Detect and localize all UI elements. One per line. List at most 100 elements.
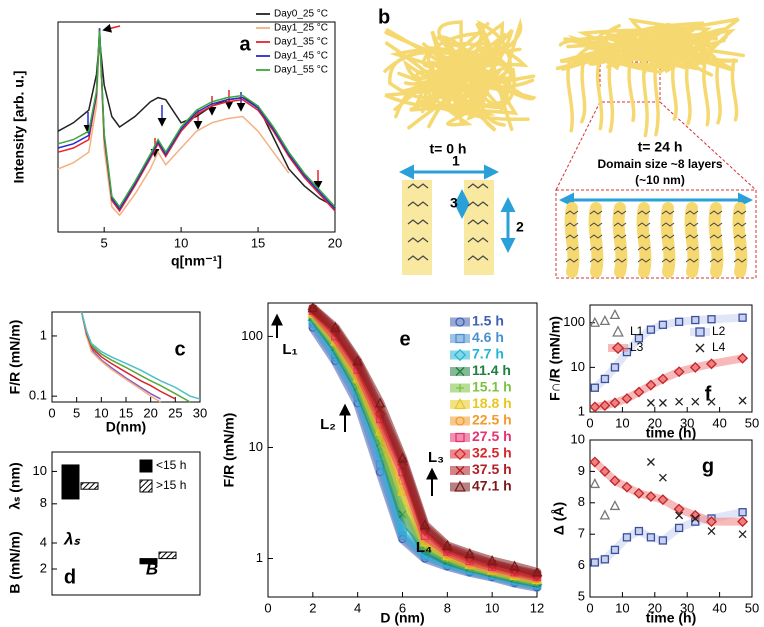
polymer [607,58,615,133]
marker [600,555,610,564]
y-tick-label: 10 [33,463,47,478]
molecule [467,255,489,261]
legend-label: Day1_55 °C [274,65,328,76]
y-axis-label: F/R (mN/m) [221,413,237,488]
y-tick-label: 100 [563,314,585,329]
x-tick-label: 0 [586,600,593,615]
marker [673,366,685,378]
marker [691,397,700,406]
marker [600,374,610,384]
arrow [102,23,121,33]
x-tick-label: 2 [309,600,316,615]
arrow-label: 1 [452,153,460,169]
marker [329,321,341,332]
marker [531,566,543,577]
box [61,464,80,500]
x-tick-label: 6 [399,600,406,615]
molecule [661,234,675,239]
y-tick-label: 10 [571,431,585,446]
molecule [709,234,723,239]
layer [588,202,604,278]
marker [455,432,465,443]
panel-label: d [64,566,76,588]
polymer [561,26,712,71]
molecule [733,258,747,263]
marker [738,530,747,539]
marker [307,302,319,313]
panel-label: b [378,6,390,28]
marker [658,473,667,482]
molecule [685,234,699,239]
marker [455,367,465,376]
molecule [589,222,603,227]
marker [590,383,600,392]
layer [660,202,676,278]
legend-label: L1 [630,324,644,338]
marker [609,397,621,409]
diagram-b: b t= 0 h t= 24 h Domain size ~8 layers (… [378,6,757,279]
y-tick-label: 4 [40,534,47,549]
polymer [702,58,710,127]
molecule [613,234,627,239]
polymer [670,58,678,121]
plot-frame [57,21,336,233]
marker [610,545,620,555]
y-tick-label: 7 [578,526,585,541]
series-line [80,311,201,400]
marker [658,320,668,329]
series-line [57,30,336,209]
polymer [627,58,636,123]
y-tick-label: 10 [249,439,263,454]
marker [453,348,467,362]
molecule [565,234,579,239]
marker [397,524,408,536]
marker [689,361,701,373]
marker [454,480,466,492]
molecule [733,210,747,215]
marker [673,503,685,515]
plot-frame [589,439,753,598]
marker [634,334,644,343]
marker [589,478,601,489]
arrow-label: 3 [450,195,458,211]
marker [689,509,701,521]
panel-label: g [702,455,714,477]
y-axis-label: Δ (Å) [551,502,567,535]
polymer [715,58,722,125]
series-line [80,311,161,403]
molecule [613,258,627,263]
y-tick-label: 0.1 [29,388,47,403]
marker [675,397,684,406]
x-tick-label: 30 [680,415,694,430]
molecule [613,222,627,227]
x-tick-label: 30 [680,600,694,615]
marker [707,315,716,324]
legend-label: 15.1 h [472,379,512,395]
marker [633,487,645,499]
y-tick-label: 100 [241,328,263,343]
x-tick-label: 40 [712,415,726,430]
marker [674,523,684,533]
x-tick-label: 8 [444,600,451,615]
marker [657,494,669,506]
series-line [80,311,161,400]
molecule [637,210,651,215]
polymer [653,58,660,137]
polymer [642,58,649,138]
layer [708,202,724,278]
box [158,551,177,560]
layer [612,202,628,278]
x-tick-label: 10 [94,405,108,420]
legend-label: 4.6 h [472,329,504,345]
x-tick-label: 0 [586,415,593,430]
marker [695,343,705,353]
molecule [407,219,429,225]
molecule [709,246,723,251]
x-axis-label: q[nm⁻¹] [171,253,222,269]
y-tick-label: 10 [571,359,585,374]
plot-frame [51,451,201,596]
x-tick-label: 20 [648,600,662,615]
legend-label: >15 h [156,478,186,492]
x-tick-label: 0 [264,600,271,615]
y-tick-label: 2 [40,560,47,575]
